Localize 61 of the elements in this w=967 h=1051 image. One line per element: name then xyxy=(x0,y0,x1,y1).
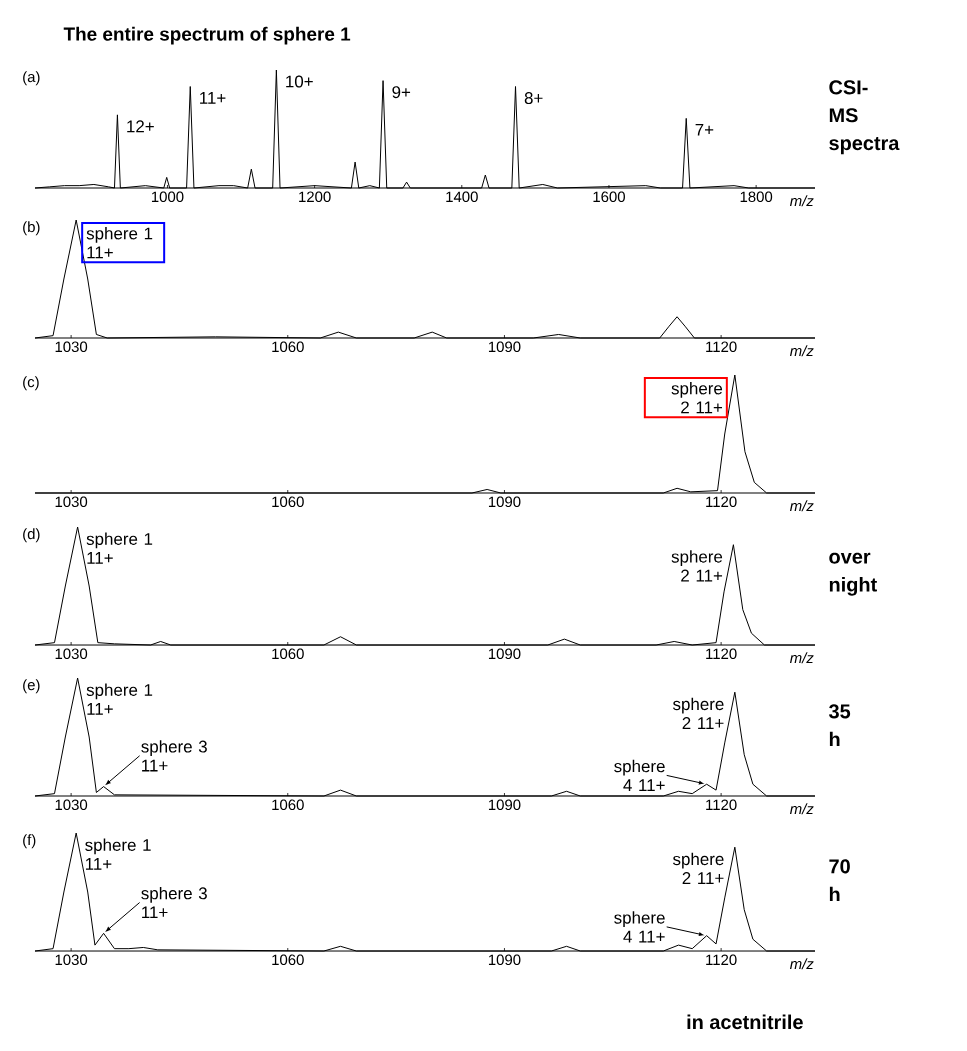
annotation: sphere 2 11+ xyxy=(673,697,724,729)
x-tick-label: 1090 xyxy=(488,648,521,660)
annotation: sphere 1 11+ xyxy=(86,227,153,259)
x-axis-title: m/z xyxy=(789,803,814,815)
x-axis-title: m/z xyxy=(789,958,814,970)
annotation: sphere 3 11+ xyxy=(141,886,207,919)
x-tick-label: 1000 xyxy=(151,191,184,203)
annotation: sphere 1 11+ xyxy=(85,838,151,870)
x-axis-title: m/z xyxy=(789,195,814,207)
annotation: sphere 2 11+ xyxy=(671,550,723,582)
annotation: (b) xyxy=(23,221,40,236)
x-tick-label: 1120 xyxy=(706,799,737,811)
x-tick-label: 1030 xyxy=(55,341,88,353)
x-tick-label: 1030 xyxy=(55,954,88,966)
x-tick-label: 1030 xyxy=(55,496,88,508)
x-tick-label: 1120 xyxy=(706,341,737,353)
annotation: sphere 1 11+ xyxy=(86,532,153,564)
x-tick-label: 1090 xyxy=(488,799,521,811)
x-axis-title: m/z xyxy=(789,652,814,664)
annotation: sphere 1 11+ xyxy=(86,683,153,715)
x-tick-label: 1120 xyxy=(706,954,737,966)
x-tick-label: 1120 xyxy=(706,648,737,660)
text: 70 h xyxy=(829,859,850,902)
x-tick-label: 1600 xyxy=(593,191,625,203)
x-tick-label: 1400 xyxy=(446,191,478,203)
annotation: 12+ xyxy=(127,120,154,133)
x-tick-label: 1060 xyxy=(272,799,304,811)
x-tick-label: 1030 xyxy=(55,799,88,811)
annotation: 11+ xyxy=(200,92,226,104)
text: over night xyxy=(829,552,877,596)
x-tick-label: 1030 xyxy=(55,648,88,660)
x-tick-label: 1060 xyxy=(272,648,304,660)
x-tick-label: 1060 xyxy=(272,341,304,353)
x-axis-title: m/z xyxy=(789,500,814,512)
x-tick-label: 1090 xyxy=(488,496,521,508)
annotation: (d) xyxy=(23,528,40,543)
annotation: sphere 2 11+ xyxy=(673,852,724,884)
x-tick-label: 1090 xyxy=(488,954,521,966)
annotation: sphere 3 11+ xyxy=(141,740,207,772)
x-tick-label: 1120 xyxy=(706,496,737,508)
x-axis-title: m/z xyxy=(789,345,814,357)
annotation: (e) xyxy=(23,679,40,694)
annotation: 10+ xyxy=(286,75,313,88)
annotation: (f) xyxy=(23,834,36,849)
text: in acetnitrile xyxy=(687,1014,803,1030)
text: CSI-MS spectra xyxy=(829,80,900,155)
x-tick-label: 1060 xyxy=(272,954,304,966)
annotation: 7+ xyxy=(695,123,714,136)
annotation: (a) xyxy=(23,71,40,86)
x-tick-label: 1090 xyxy=(488,341,521,353)
annotation: (c) xyxy=(23,376,39,391)
x-tick-label: 1200 xyxy=(299,191,331,203)
text: 35 h xyxy=(828,704,851,747)
annotation: sphere 2 11+ xyxy=(671,382,723,414)
x-tick-label: 1060 xyxy=(272,496,304,508)
annotation: 8+ xyxy=(524,92,543,105)
annotation: 9+ xyxy=(392,86,411,99)
annotation: sphere 4 11+ xyxy=(614,759,665,792)
x-tick-label: 1800 xyxy=(740,191,773,203)
chart-title: The entire spectrum of sphere 1 xyxy=(63,26,351,45)
annotation: sphere 4 11+ xyxy=(614,911,665,943)
